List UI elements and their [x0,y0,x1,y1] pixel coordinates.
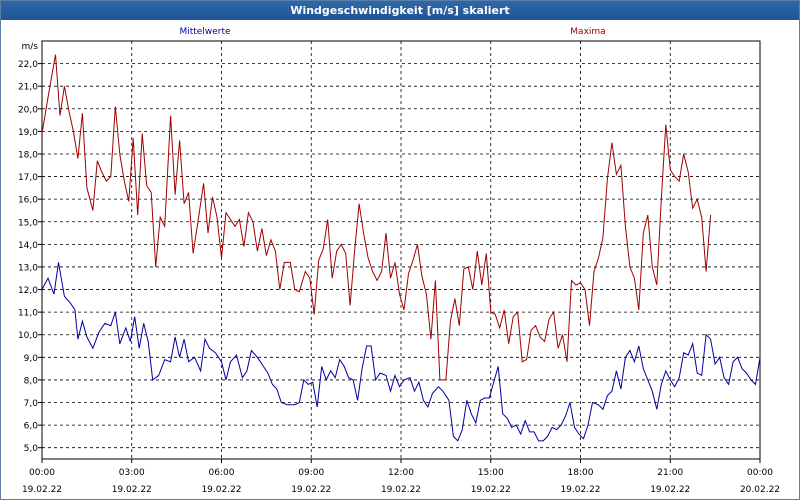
chart-title: Windgeschwindigkeit [m/s] skaliert [1,1,799,20]
x-tick-date-label: 19.02.22 [201,485,241,495]
y-tick-label: 8,0 [24,376,39,386]
y-tick-label: 15,0 [18,218,38,228]
y-tick-label: 18,0 [18,150,38,160]
x-tick-time-label: 21:00 [657,468,683,478]
x-tick-date-label: 19.02.22 [381,485,421,495]
y-tick-label: 5,0 [24,444,39,454]
y-axis-label: m/s [22,42,39,52]
y-tick-label: 17,0 [18,173,38,183]
x-tick-date-label: 20.02.22 [740,485,780,495]
axes: 5,0 6,0 7,0 8,0 9,0 10,0 11,0 12,0 13,0 14,0 15,0 1… [18,40,780,495]
legend: Mittelwerte Maxima [179,27,605,37]
y-tick-label: 7,0 [24,399,39,409]
y-tick-label: 13,0 [18,263,38,273]
x-tick-date-label: 19.02.22 [560,485,600,495]
y-tick-label: 21,0 [18,83,38,93]
x-tick-time-label: 15:00 [478,468,504,478]
y-tick-label: 14,0 [18,241,38,251]
legend-entry: Maxima [570,27,605,37]
y-tick-label: 9,0 [24,354,39,364]
x-tick-time-label: 00:00 [29,468,55,478]
x-tick-date-label: 19.02.22 [112,485,152,495]
x-tick-date-label: 19.02.22 [22,485,62,495]
x-tick-date-label: 19.02.22 [291,485,331,495]
x-tick-time-label: 03:00 [119,468,145,478]
y-tick-label: 19,0 [18,128,38,138]
legend-entry: Mittelwerte [179,27,230,37]
y-tick-label: 10,0 [18,331,38,341]
x-tick-time-label: 12:00 [388,468,414,478]
line-chart: 5,0 6,0 7,0 8,0 9,0 10,0 11,0 12,0 13,0 14,0 15,0 1… [18,27,780,495]
x-tick-time-label: 18:00 [568,468,594,478]
x-tick-time-label: 06:00 [209,468,235,478]
y-tick-label: 11,0 [18,309,38,319]
x-tick-date-label: 19.02.22 [650,485,690,495]
y-tick-label: 6,0 [24,422,39,432]
series-lines [41,54,761,442]
series-line-mittelwerte [41,262,761,442]
y-tick-label: 12,0 [18,286,38,296]
y-tick-label: 20,0 [18,105,38,115]
y-tick-label: 16,0 [18,196,38,206]
y-tick-label: 22,0 [18,60,38,70]
grid-lines [42,41,760,459]
x-tick-time-label: 09:00 [298,468,324,478]
x-tick-date-label: 19.02.22 [471,485,511,495]
series-line-maxima [41,54,712,381]
x-tick-time-label: 00:00 [747,468,773,478]
